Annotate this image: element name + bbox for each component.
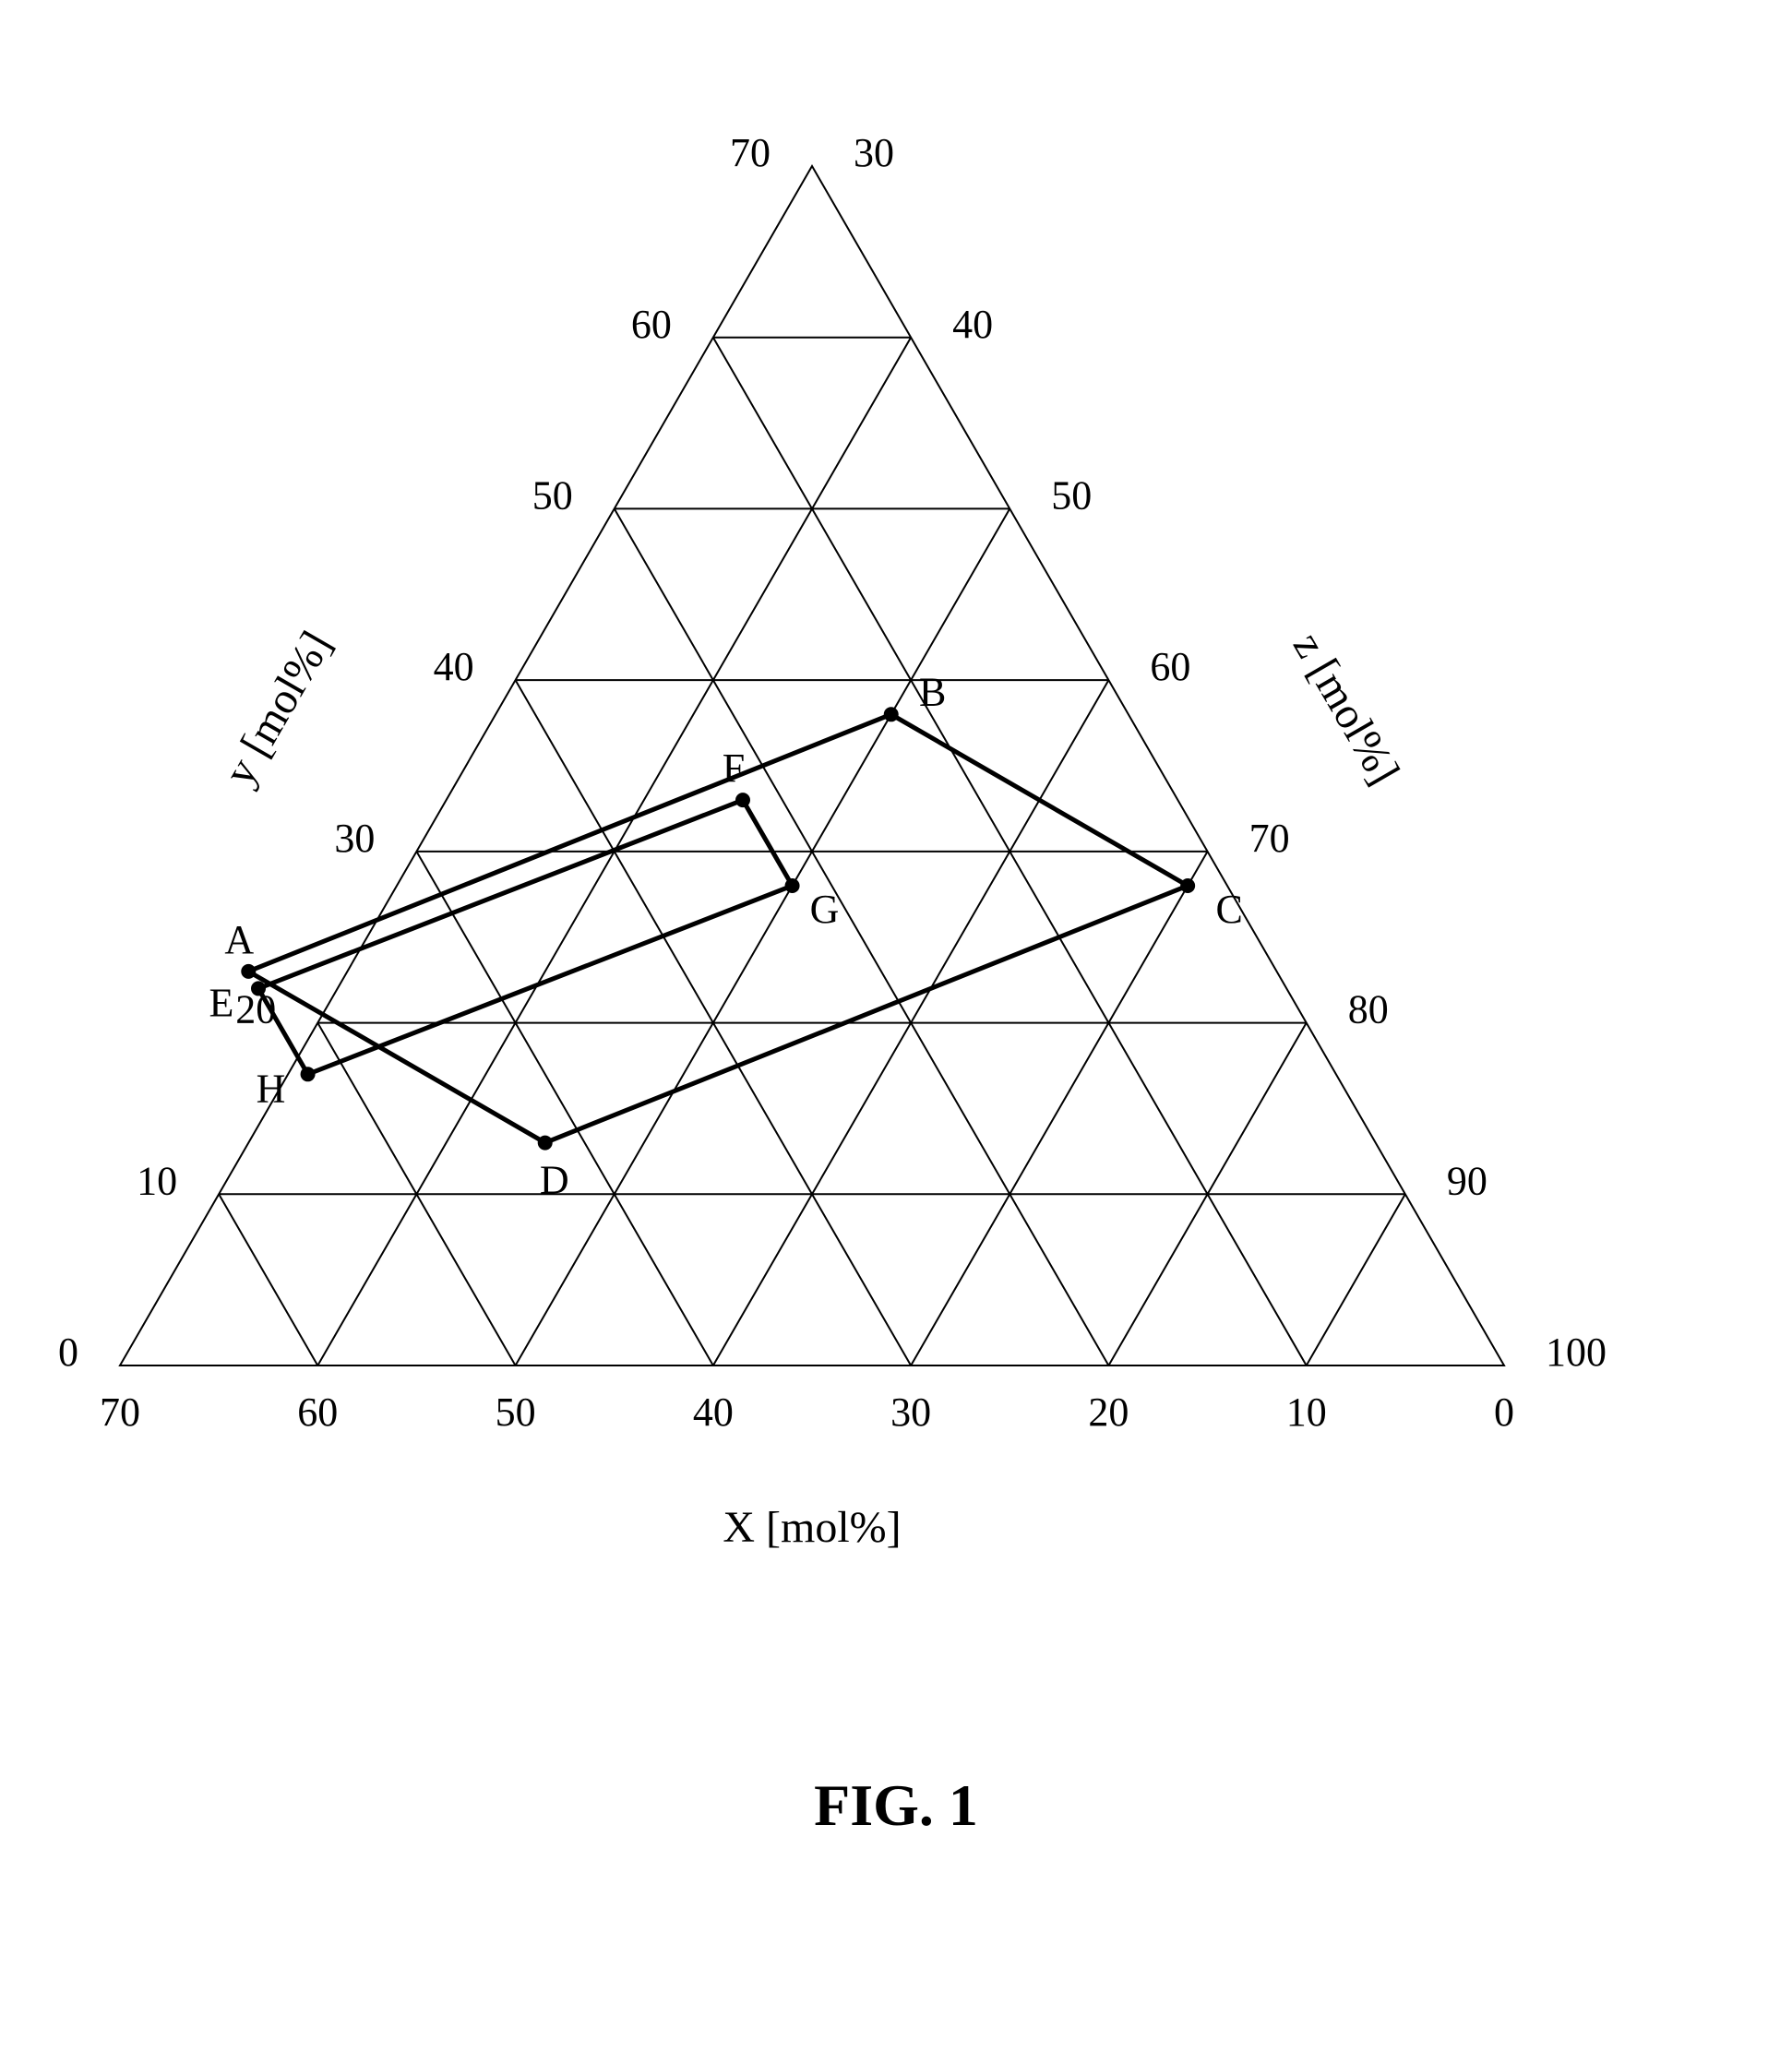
point-h	[301, 1067, 316, 1081]
z-tick-label: 80	[1348, 987, 1389, 1032]
z-tick-label: 50	[1051, 473, 1092, 519]
x-tick-label: 60	[297, 1389, 338, 1435]
gridline-z	[911, 852, 1207, 1365]
z-tick-label: 40	[952, 302, 993, 347]
x-tick-label: 20	[1088, 1389, 1129, 1435]
point-label-g: G	[810, 887, 840, 932]
gridline-z	[1307, 1194, 1405, 1365]
point-c	[1180, 878, 1195, 893]
x-tick-label: 70	[100, 1389, 140, 1435]
y-tick-label: 50	[532, 473, 573, 519]
x-axis-label: X [mol%]	[723, 1503, 901, 1552]
y-tick-label: 40	[434, 644, 474, 689]
point-d	[538, 1136, 553, 1151]
point-label-e: E	[209, 981, 234, 1026]
point-label-d: D	[540, 1158, 569, 1203]
point-a	[241, 964, 256, 979]
x-tick-label: 10	[1286, 1389, 1327, 1435]
gridline-x	[219, 1194, 317, 1365]
chart-container: 7060504030201000102030405060703040506070…	[0, 0, 1792, 2063]
y-tick-label: 0	[58, 1330, 78, 1375]
point-b	[884, 707, 899, 721]
z-tick-label: 30	[854, 130, 894, 175]
point-label-f: F	[723, 745, 745, 791]
figure-caption: FIG. 1	[814, 1771, 978, 1840]
point-e	[251, 981, 266, 996]
z-tick-label: 90	[1447, 1158, 1487, 1203]
x-tick-label: 40	[693, 1389, 734, 1435]
point-label-c: C	[1215, 887, 1242, 932]
z-tick-label: 100	[1546, 1330, 1607, 1375]
x-tick-label: 30	[890, 1389, 931, 1435]
x-tick-label: 50	[496, 1389, 536, 1435]
y-axis-label: y [mol%]	[215, 623, 341, 793]
triangle-outline	[120, 166, 1504, 1365]
point-f	[735, 793, 750, 807]
ternary-chart: 7060504030201000102030405060703040506070…	[0, 0, 1792, 1753]
y-tick-label: 10	[137, 1158, 177, 1203]
point-g	[785, 878, 800, 893]
z-tick-label: 70	[1249, 816, 1290, 861]
point-label-a: A	[224, 917, 254, 962]
z-axis-label: z [mol%]	[1284, 625, 1409, 793]
point-label-h: H	[257, 1066, 286, 1111]
gridline-z	[516, 508, 1010, 1365]
gridline-x	[416, 852, 712, 1365]
point-label-b: B	[919, 669, 946, 714]
region-abcd	[248, 714, 1188, 1142]
y-tick-label: 70	[730, 130, 771, 175]
z-tick-label: 60	[1150, 644, 1190, 689]
x-tick-label: 0	[1494, 1389, 1514, 1435]
y-tick-label: 30	[334, 816, 375, 861]
y-tick-label: 60	[631, 302, 672, 347]
gridline-x	[615, 508, 1109, 1365]
